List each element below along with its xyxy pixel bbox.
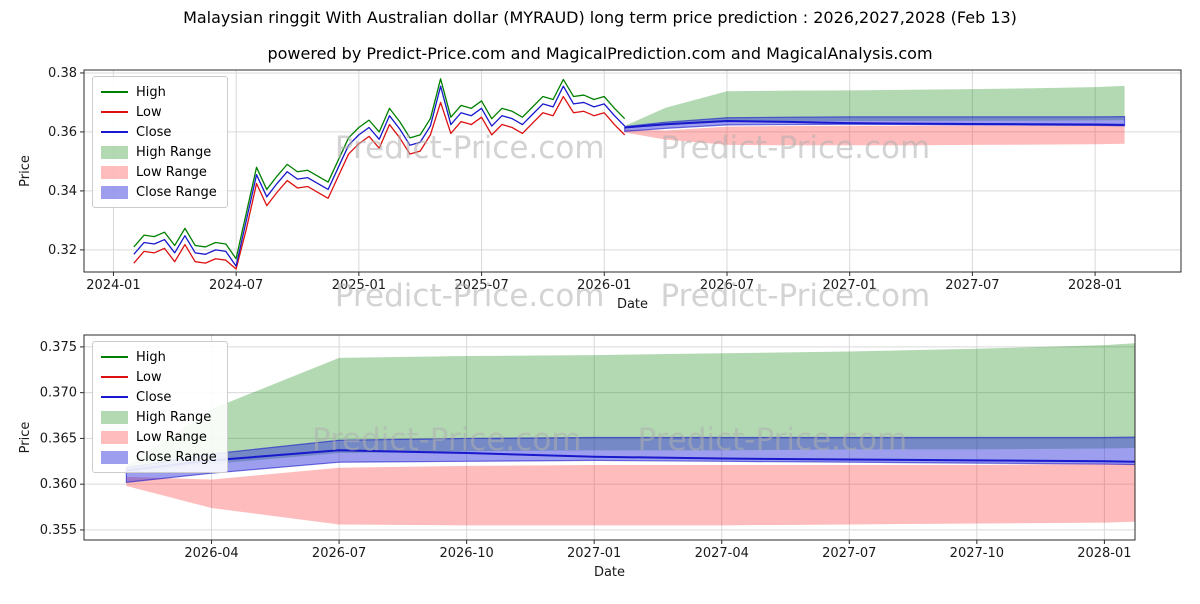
legend-swatch-close-range	[101, 450, 128, 464]
legend: High Low Close High Range Low Range Close Ran…	[92, 341, 228, 473]
legend-label: High	[136, 84, 166, 100]
x-tick-label: 2024-01	[86, 278, 140, 293]
x-tick-label: 2027-07	[822, 546, 876, 561]
legend-swatch-low	[101, 111, 128, 113]
legend-swatch-high	[101, 356, 128, 358]
legend-item: High Range	[101, 142, 217, 162]
legend-label: Low	[136, 104, 162, 120]
chart-canvas: 2026-04 2026-07 2026-10 2027-01 2027-04 2027-…	[18, 334, 1136, 580]
legend-item: Low Range	[101, 162, 217, 182]
legend-label: Close	[136, 124, 172, 140]
legend-label: Close Range	[136, 184, 217, 200]
y-tick-label: 0.360	[40, 477, 77, 492]
x-tick-label: 2027-01	[823, 278, 877, 293]
x-axis-label: Date	[617, 297, 648, 312]
x-tick-label: 2026-07	[700, 278, 754, 293]
legend-swatch-close	[101, 131, 128, 133]
legend-item: Low Range	[101, 427, 217, 447]
y-tick-label: 0.365	[40, 431, 77, 446]
legend-label: Close	[136, 389, 172, 405]
legend-item: High	[101, 82, 217, 102]
x-tick-label: 2027-10	[950, 546, 1004, 561]
legend-item: High Range	[101, 407, 217, 427]
legend-swatch-close-range	[101, 185, 128, 199]
legend-swatch-high	[101, 91, 128, 93]
x-tick-label: 2026-01	[577, 278, 631, 293]
legend-swatch-close	[101, 396, 128, 398]
legend-swatch-high-range	[101, 410, 128, 424]
legend-item: Close	[101, 387, 217, 407]
legend-item: High	[101, 347, 217, 367]
y-axis-label: Price	[18, 422, 33, 454]
y-tick-label: 0.38	[48, 66, 77, 81]
chart-prediction-zoom: 2026-04 2026-07 2026-10 2027-01 2027-04 2027-…	[0, 318, 1200, 600]
legend-label: Low Range	[136, 429, 207, 445]
legend-label: Close Range	[136, 449, 217, 465]
y-tick-label: 0.370	[40, 386, 77, 401]
legend-item: Low	[101, 367, 217, 387]
legend-label: High Range	[136, 409, 212, 425]
x-tick-label: 2026-10	[439, 546, 493, 561]
legend-label: Low	[136, 369, 162, 385]
x-tick-label: 2025-07	[454, 278, 508, 293]
chart-full-history-and-prediction: 2024-01 2024-07 2025-01 2025-07 2026-01 2026-…	[18, 66, 1182, 312]
y-tick-label: 0.375	[40, 340, 77, 355]
x-tick-label: 2027-04	[695, 546, 749, 561]
figure-title: Malaysian ringgit With Australian dollar…	[183, 8, 1017, 27]
x-tick-label: 2026-07	[312, 546, 366, 561]
y-tick-label: 0.34	[48, 184, 77, 199]
y-tick-label: 0.36	[48, 125, 77, 140]
y-axis-label: Price	[18, 155, 33, 187]
x-tick-label: 2027-07	[945, 278, 999, 293]
legend-item: Close Range	[101, 447, 217, 467]
x-tick-label: 2028-01	[1068, 278, 1122, 293]
x-tick-label: 2026-04	[184, 546, 238, 561]
legend-item: Close Range	[101, 182, 217, 202]
x-axis-label: Date	[594, 565, 625, 580]
legend-label: High Range	[136, 144, 212, 160]
legend-item: Low	[101, 102, 217, 122]
legend-label: Low Range	[136, 164, 207, 180]
legend-swatch-low-range	[101, 430, 128, 444]
legend-swatch-low-range	[101, 165, 128, 179]
x-tick-label: 2027-01	[567, 546, 621, 561]
legend-swatch-low	[101, 376, 128, 378]
y-tick-label: 0.32	[48, 243, 77, 258]
legend: High Low Close High Range Low Range Close Ran…	[92, 76, 228, 208]
x-tick-label: 2024-07	[209, 278, 263, 293]
legend-item: Close	[101, 122, 217, 142]
x-tick-label: 2028-01	[1077, 546, 1131, 561]
legend-label: High	[136, 349, 166, 365]
figure-subtitle: powered by Predict-Price.com and Magical…	[267, 44, 933, 63]
y-tick-label: 0.355	[40, 523, 77, 538]
chart-canvas: 2024-01 2024-07 2025-01 2025-07 2026-01 2026-…	[18, 66, 1182, 312]
legend-swatch-high-range	[101, 145, 128, 159]
x-tick-label: 2025-01	[332, 278, 386, 293]
